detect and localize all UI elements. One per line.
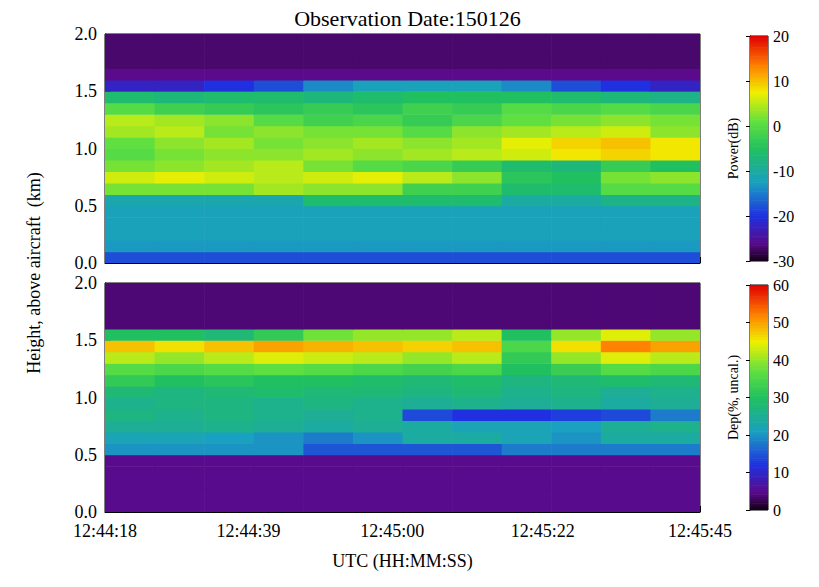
svg-text:12:45:22: 12:45:22 (511, 521, 575, 541)
svg-text:Dep(%, uncal.): Dep(%, uncal.) (726, 355, 742, 440)
svg-text:2.0: 2.0 (75, 273, 98, 293)
svg-text:Observation Date:150126: Observation Date:150126 (294, 6, 521, 31)
svg-text:12:45:00: 12:45:00 (360, 521, 424, 541)
svg-text:Height, above aircraft (km): Height, above aircraft (km) (24, 172, 45, 373)
svg-text:1.5: 1.5 (75, 81, 98, 101)
svg-text:0: 0 (773, 502, 781, 519)
svg-text:30: 30 (773, 389, 789, 406)
svg-text:-10: -10 (773, 163, 794, 180)
svg-text:Power(dB): Power(dB) (726, 117, 742, 179)
svg-text:10: 10 (773, 73, 789, 90)
svg-text:1.0: 1.0 (75, 139, 98, 159)
svg-text:12:45:45: 12:45:45 (668, 521, 732, 541)
svg-text:12:44:39: 12:44:39 (217, 521, 281, 541)
svg-text:50: 50 (773, 314, 789, 331)
svg-text:0.5: 0.5 (75, 196, 98, 216)
svg-text:12:44:18: 12:44:18 (73, 521, 137, 541)
svg-text:2.0: 2.0 (75, 24, 98, 44)
svg-text:20: 20 (773, 28, 789, 45)
svg-text:0.0: 0.0 (75, 502, 98, 522)
svg-text:-30: -30 (773, 253, 794, 270)
svg-text:UTC (HH:MM:SS): UTC (HH:MM:SS) (332, 551, 473, 572)
svg-text:40: 40 (773, 352, 789, 369)
svg-text:0.0: 0.0 (75, 253, 98, 273)
svg-text:1.5: 1.5 (75, 330, 98, 350)
svg-text:20: 20 (773, 427, 789, 444)
svg-text:0: 0 (773, 118, 781, 135)
svg-text:10: 10 (773, 464, 789, 481)
svg-text:1.0: 1.0 (75, 388, 98, 408)
svg-text:60: 60 (773, 277, 789, 294)
svg-text:0.5: 0.5 (75, 445, 98, 465)
svg-text:-20: -20 (773, 208, 794, 225)
